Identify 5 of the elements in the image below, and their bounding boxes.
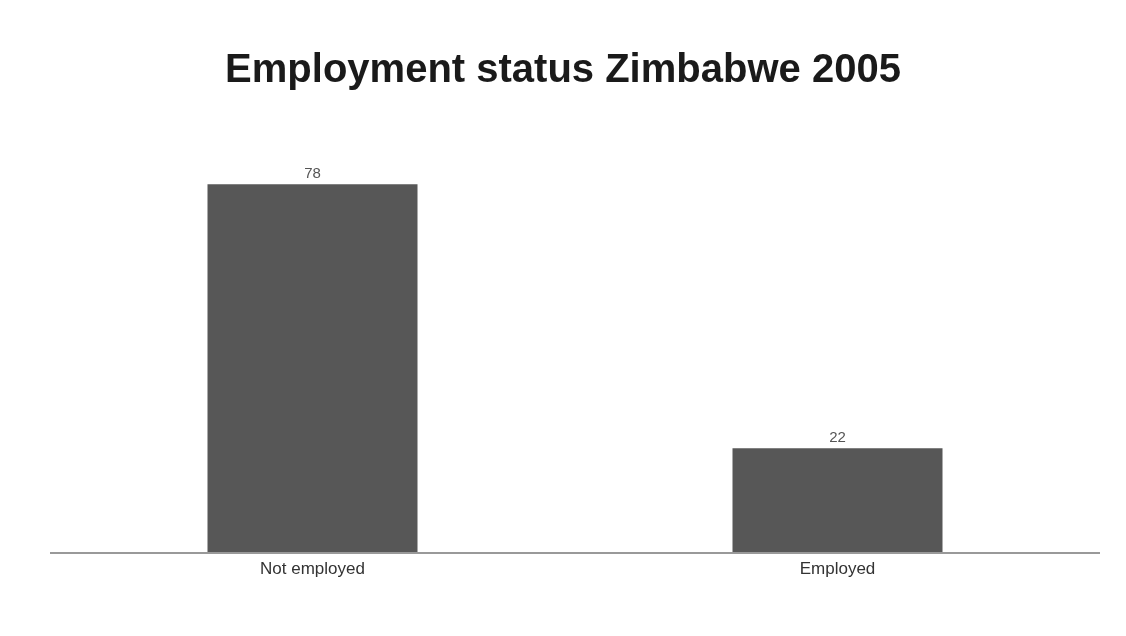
x-tick-label: Employed (799, 559, 876, 579)
data-label: 22 (829, 428, 846, 446)
x-tick-label: Not employed (260, 559, 365, 579)
data-label: 78 (304, 164, 321, 182)
chart-title: Employment status Zimbabwe 2005 (225, 46, 901, 91)
